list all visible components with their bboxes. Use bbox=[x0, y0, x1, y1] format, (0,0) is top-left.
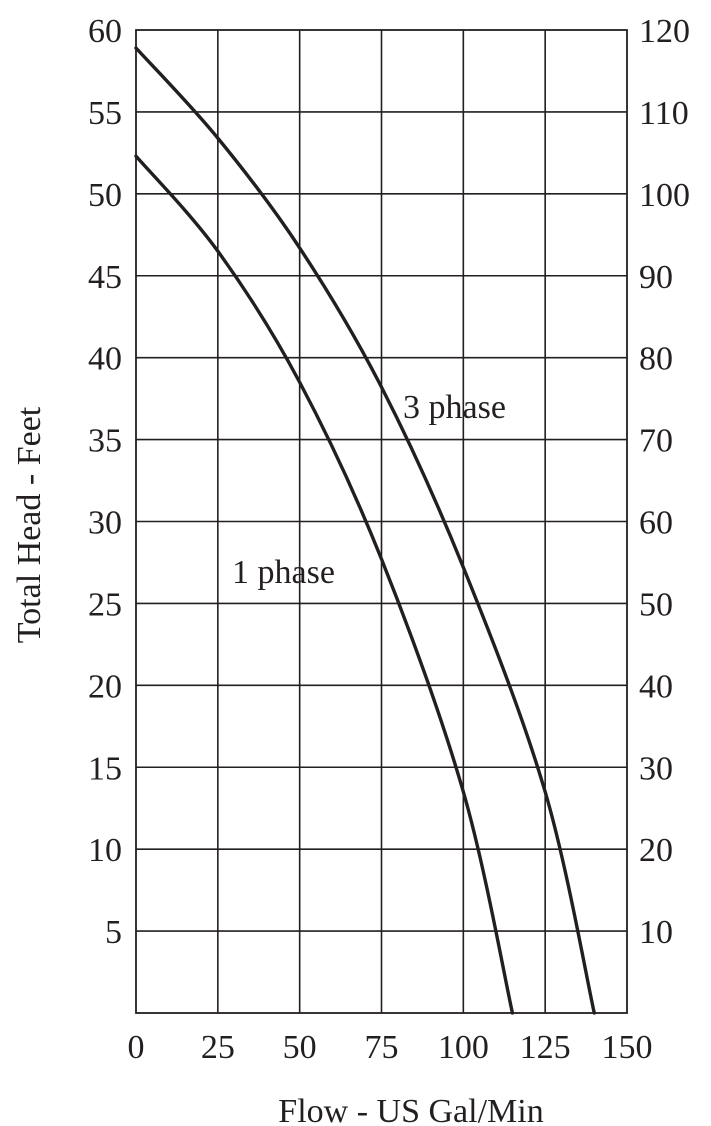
y-tick-label: 5 bbox=[105, 914, 122, 951]
y-tick-label: 55 bbox=[88, 95, 122, 132]
y-tick-label: 35 bbox=[88, 423, 122, 460]
x-tick-label: 75 bbox=[365, 1029, 399, 1066]
y-tick-label: 45 bbox=[88, 259, 122, 296]
y2-tick-label: 70 bbox=[639, 423, 673, 460]
y2-tick-label: 20 bbox=[639, 832, 673, 869]
y-tick-label: 10 bbox=[88, 832, 122, 869]
grid-lines bbox=[136, 30, 627, 1013]
x-tick-label: 125 bbox=[520, 1029, 571, 1066]
x-tick-label: 150 bbox=[602, 1029, 653, 1066]
y2-tick-label: 80 bbox=[639, 341, 673, 378]
series-label-1-phase: 1 phase bbox=[232, 554, 335, 591]
series-label-3-phase: 3 phase bbox=[403, 389, 506, 426]
y2-tick-label: 60 bbox=[639, 505, 673, 542]
y2-tick-label: 10 bbox=[639, 914, 673, 951]
x-tick-label: 100 bbox=[438, 1029, 489, 1066]
x-tick-label: 25 bbox=[201, 1029, 235, 1066]
y2-tick-label: 90 bbox=[639, 259, 673, 296]
series-line-1-phase bbox=[134, 154, 515, 1015]
y-tick-label: 40 bbox=[88, 341, 122, 378]
x-tick-label: 50 bbox=[283, 1029, 317, 1066]
y-tick-label: 15 bbox=[88, 750, 122, 787]
y2-tick-label: 40 bbox=[639, 668, 673, 705]
y-tick-label: 60 bbox=[88, 13, 122, 50]
plot-frame bbox=[135, 29, 628, 1014]
y2-tick-label: 120 bbox=[639, 13, 690, 50]
tick-labels: 0 25 50 75 100 125 150 5 10 15 20 25 30 35 40 45 50 55 60 1… bbox=[88, 13, 690, 1066]
y-tick-label: 50 bbox=[88, 177, 122, 214]
y2-tick-label: 30 bbox=[639, 750, 673, 787]
y2-tick-label: 50 bbox=[639, 586, 673, 623]
y-tick-label: 30 bbox=[88, 505, 122, 542]
y2-tick-label: 100 bbox=[639, 177, 690, 214]
x-tick-label: 0 bbox=[128, 1029, 145, 1066]
y-tick-label: 25 bbox=[88, 586, 122, 623]
series-line-3-phase bbox=[134, 46, 596, 1015]
x-axis-title: Flow - US Gal/Min bbox=[278, 1093, 543, 1126]
y-axis-title: Total Head - Feet bbox=[11, 406, 48, 643]
curves bbox=[134, 46, 596, 1015]
y-tick-label: 20 bbox=[88, 668, 122, 705]
y2-tick-label: 110 bbox=[639, 95, 689, 132]
